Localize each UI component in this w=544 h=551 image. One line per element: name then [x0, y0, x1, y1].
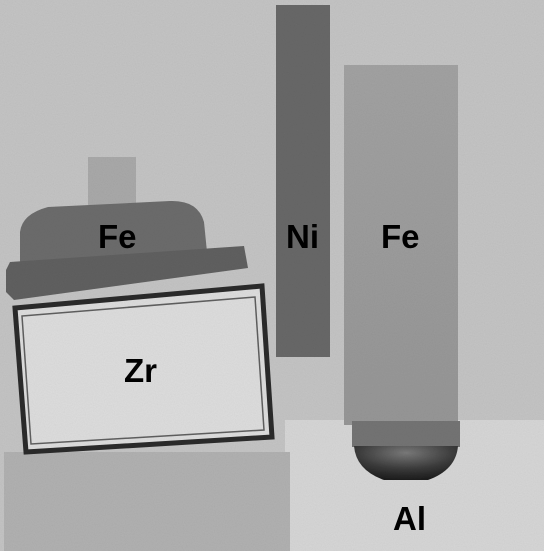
lower-left-block	[4, 452, 290, 551]
fe-left-flange	[6, 246, 248, 300]
label-fe-right: Fe	[381, 218, 420, 255]
fe-right-rod	[344, 65, 458, 425]
al-band	[352, 421, 460, 447]
fe-left-cap	[20, 200, 208, 262]
zr-block	[15, 286, 272, 452]
label-al: Al	[393, 500, 426, 537]
zr-block-edge	[12, 283, 275, 455]
zr-block-inner-edge	[21, 296, 265, 445]
label-ni: Ni	[286, 218, 319, 255]
label-fe-left: Fe	[98, 218, 137, 255]
label-zr: Zr	[124, 352, 157, 389]
al-tip	[354, 446, 458, 480]
fe-left-stub	[88, 157, 136, 209]
ni-rod	[276, 5, 330, 357]
